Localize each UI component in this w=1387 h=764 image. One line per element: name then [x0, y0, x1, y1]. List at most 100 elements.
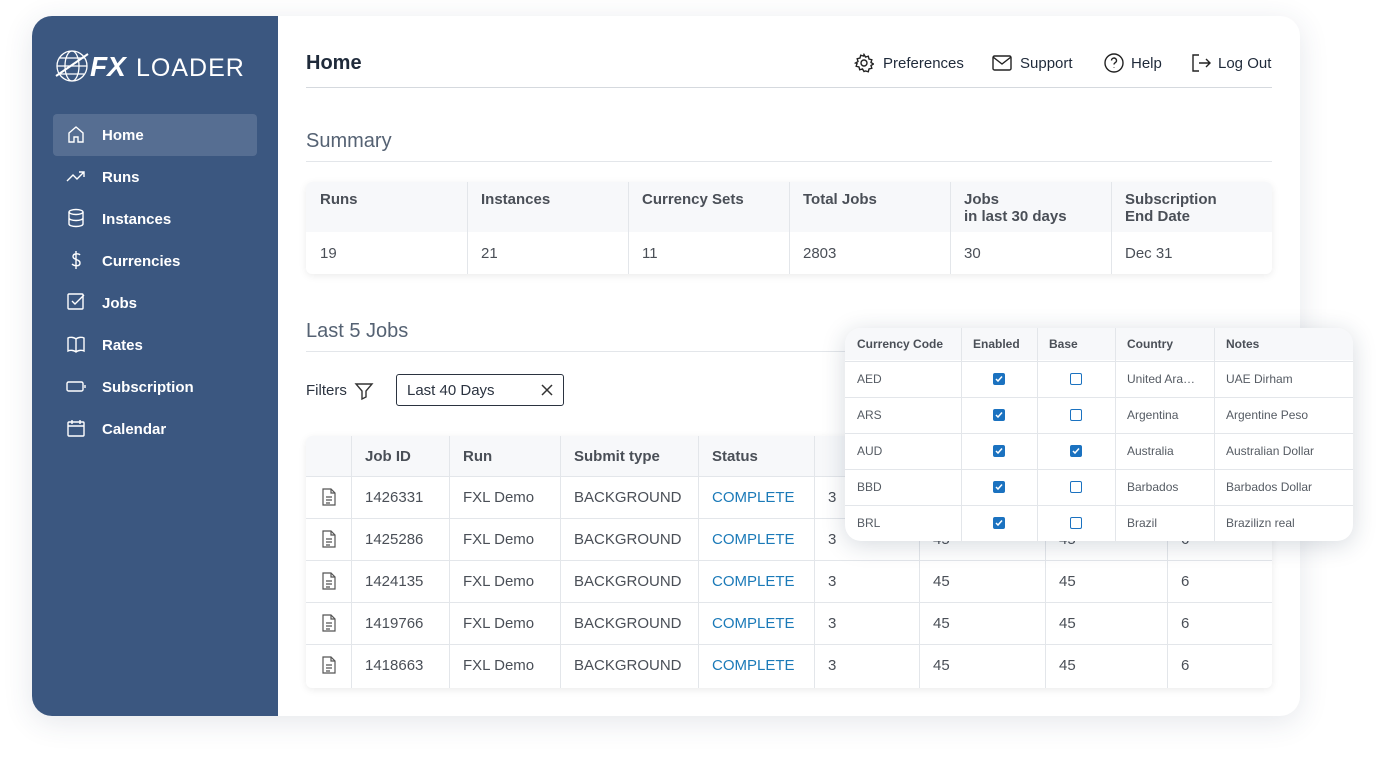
- checkbox-unchecked[interactable]: [1070, 409, 1082, 421]
- nav-label: Jobs: [102, 295, 138, 312]
- checkbox-checked[interactable]: [993, 445, 1005, 457]
- checkbox-checked[interactable]: [993, 517, 1005, 529]
- summary-value: Dec 31: [1125, 245, 1173, 262]
- row-divider: [845, 469, 1353, 470]
- action-label[interactable]: Support: [1020, 55, 1073, 72]
- nav-item[interactable]: Jobs: [53, 282, 257, 324]
- nav-item[interactable]: Calendar: [53, 408, 257, 450]
- logo-globe: [55, 50, 89, 82]
- action-label[interactable]: Log Out: [1218, 55, 1272, 72]
- nav-label: Runs: [102, 169, 140, 186]
- nav-label: Rates: [102, 337, 143, 354]
- nav-item[interactable]: Subscription: [53, 366, 257, 408]
- checkbox-checked[interactable]: [1070, 445, 1082, 457]
- action-icon[interactable]: [1191, 53, 1211, 73]
- jobs-cell: FXL Demo: [463, 531, 535, 548]
- jobs-cell: FXL Demo: [463, 657, 535, 674]
- jobs-cell: 3: [828, 657, 837, 674]
- col-divider: [1167, 436, 1168, 688]
- filter-clear[interactable]: [541, 384, 553, 396]
- col-divider: [1045, 436, 1046, 688]
- col-divider: [467, 182, 468, 274]
- doc-icon[interactable]: [321, 572, 337, 590]
- col-divider: [1214, 328, 1215, 541]
- doc-icon[interactable]: [321, 656, 337, 674]
- row-divider: [306, 518, 1272, 519]
- nav-icon: [68, 208, 84, 228]
- summary-value: 30: [964, 245, 981, 262]
- row-divider: [845, 433, 1353, 434]
- filter-icon[interactable]: [354, 381, 374, 401]
- currency-cell: Brazilizn real: [1226, 516, 1295, 530]
- nav-item[interactable]: Runs: [53, 156, 257, 198]
- checkbox-unchecked[interactable]: [1070, 517, 1082, 529]
- filter-chip-text: Last 40 Days: [407, 382, 495, 399]
- jobs-cell: 1419766: [365, 615, 424, 632]
- row-divider: [845, 505, 1353, 506]
- nav-item[interactable]: Rates: [53, 324, 257, 366]
- jobs-cell: 3: [828, 489, 837, 506]
- jobs-cell[interactable]: COMPLETE: [712, 573, 795, 590]
- jobs-cell[interactable]: COMPLETE: [712, 531, 795, 548]
- currency-cell: ARS: [857, 408, 882, 422]
- checkbox-unchecked[interactable]: [1070, 481, 1082, 493]
- jobs-cell: 1425286: [365, 531, 424, 548]
- currency-header: Enabled: [973, 337, 1020, 351]
- currency-header: Currency Code: [857, 337, 944, 351]
- jobs-cell: 3: [828, 615, 837, 632]
- doc-icon[interactable]: [321, 614, 337, 632]
- jobs-title: Last 5 Jobs: [306, 320, 409, 342]
- action-icon[interactable]: [992, 53, 1012, 73]
- action-icon[interactable]: [1104, 53, 1124, 73]
- jobs-cell: 6: [1181, 657, 1190, 674]
- checkbox-checked[interactable]: [993, 373, 1005, 385]
- header-divider: [306, 87, 1272, 88]
- currency-cell: Barbados: [1127, 480, 1179, 494]
- nav-icon: [66, 381, 86, 392]
- jobs-cell[interactable]: COMPLETE: [712, 657, 795, 674]
- nav-icon: [68, 126, 84, 143]
- currency-cell: Australia: [1127, 444, 1174, 458]
- jobs-cell: 1426331: [365, 489, 424, 506]
- currency-header: Notes: [1226, 337, 1260, 351]
- summary-header: Runs: [320, 191, 358, 208]
- nav-item[interactable]: Currencies: [53, 240, 257, 282]
- doc-icon[interactable]: [321, 530, 337, 548]
- currency-cell: BRL: [857, 516, 881, 530]
- action-label[interactable]: Preferences: [883, 55, 964, 72]
- currency-cell: UAE Dirham: [1226, 372, 1293, 386]
- nav-item[interactable]: Home: [53, 114, 257, 156]
- page-title: Home: [306, 52, 362, 74]
- jobs-cell[interactable]: COMPLETE: [712, 615, 795, 632]
- nav-label: Currencies: [102, 253, 181, 270]
- checkbox-checked[interactable]: [993, 481, 1005, 493]
- nav-icon: [67, 420, 85, 437]
- checkbox-unchecked[interactable]: [1070, 373, 1082, 385]
- jobs-cell[interactable]: COMPLETE: [712, 489, 795, 506]
- doc-icon[interactable]: [321, 488, 337, 506]
- currency-cell: Argentina: [1127, 408, 1179, 422]
- sidebar: FX LOADER Home Runs Instances Currencies Job…: [32, 16, 278, 716]
- filter-chip[interactable]: Last 40 Days: [396, 374, 564, 406]
- action-label[interactable]: Help: [1131, 55, 1162, 72]
- summary-header: Instances: [481, 191, 551, 208]
- action-icon[interactable]: [854, 53, 874, 73]
- nav-label: Instances: [102, 211, 172, 228]
- currency-cell: Australian Dollar: [1226, 444, 1315, 458]
- nav-label: Subscription: [102, 379, 194, 396]
- checkbox-checked[interactable]: [993, 409, 1005, 421]
- nav-icon: [66, 171, 85, 182]
- logo-product: LOADER: [136, 54, 245, 82]
- summary-header: Subscription End Date: [1125, 191, 1217, 225]
- col-divider: [950, 182, 951, 274]
- currency-header: Country: [1127, 337, 1173, 351]
- row-divider: [306, 476, 1272, 477]
- summary-value: 2803: [803, 245, 837, 262]
- summary-table: Runs 19 Instances 21 Currency Sets 11 Total Jo…: [306, 182, 1272, 274]
- col-divider: [961, 328, 962, 541]
- jobs-cell: 3: [828, 531, 837, 548]
- row-divider: [306, 644, 1272, 645]
- summary-value: 21: [481, 245, 498, 262]
- nav-item[interactable]: Instances: [53, 198, 257, 240]
- currency-cell: BBD: [857, 480, 882, 494]
